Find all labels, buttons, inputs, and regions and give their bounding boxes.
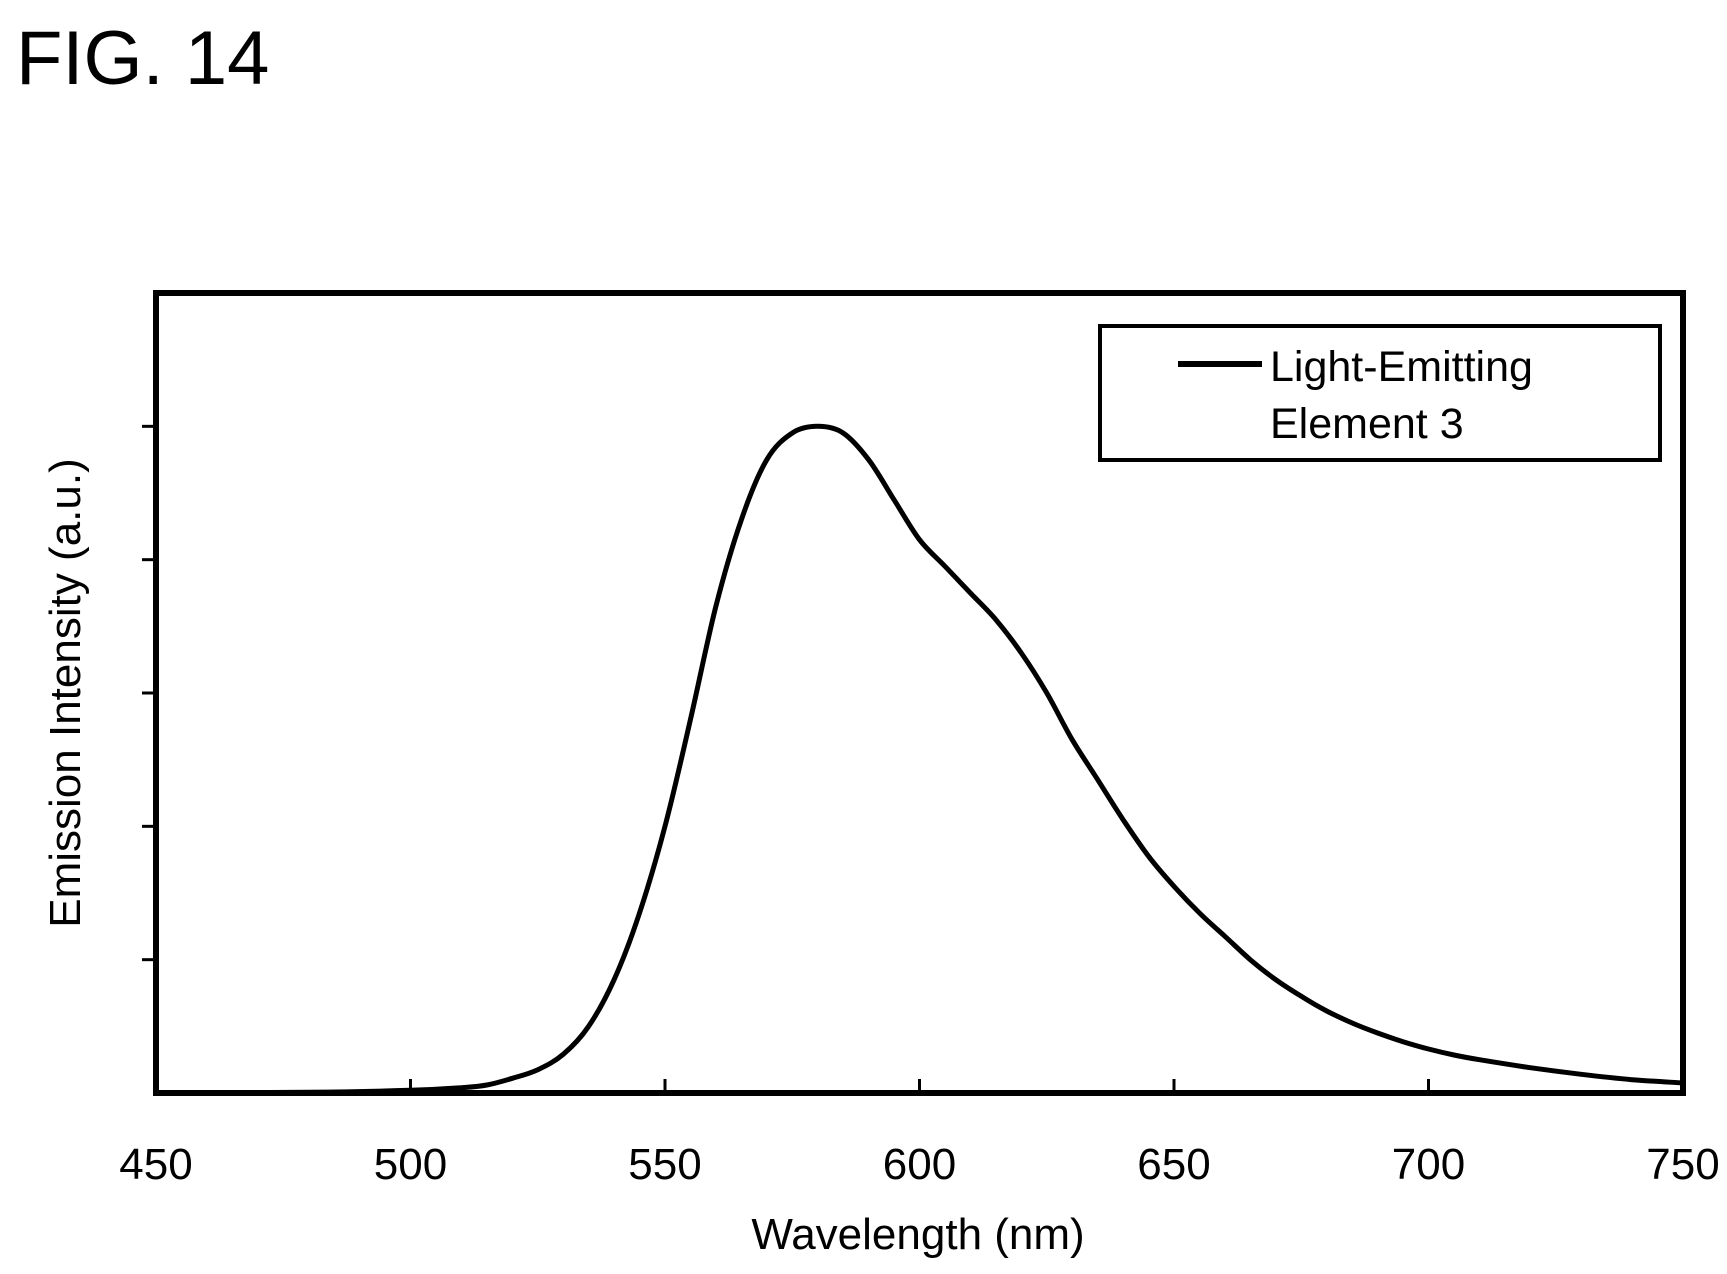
x-tick-label: 750 [1646, 1140, 1719, 1189]
legend: Light-Emitting Element 3 [1098, 324, 1662, 462]
x-tick-label: 450 [119, 1140, 192, 1189]
y-axis-title: Emission Intensity (a.u.) [41, 458, 90, 928]
y-axis-ticks [142, 424, 156, 962]
figure-label: FIG. 14 [16, 16, 269, 101]
x-axis-tick-labels: 450 500 550 600 650 700 750 [119, 1140, 1719, 1189]
x-tick-label: 550 [628, 1140, 701, 1189]
x-tick-label: 700 [1392, 1140, 1465, 1189]
x-axis-ticks [154, 1079, 1685, 1093]
legend-box [1098, 324, 1662, 462]
x-axis-title: Wavelength (nm) [751, 1210, 1084, 1259]
legend-label-line-1: Light-Emitting [1270, 343, 1533, 391]
x-tick-label: 600 [883, 1140, 956, 1189]
plot-area [153, 423, 1686, 1096]
x-tick-label: 500 [374, 1140, 447, 1189]
legend-label-line-2: Element 3 [1270, 400, 1464, 448]
series-line-light-emitting-element-3 [153, 423, 1686, 1096]
x-tick-label: 650 [1137, 1140, 1210, 1189]
